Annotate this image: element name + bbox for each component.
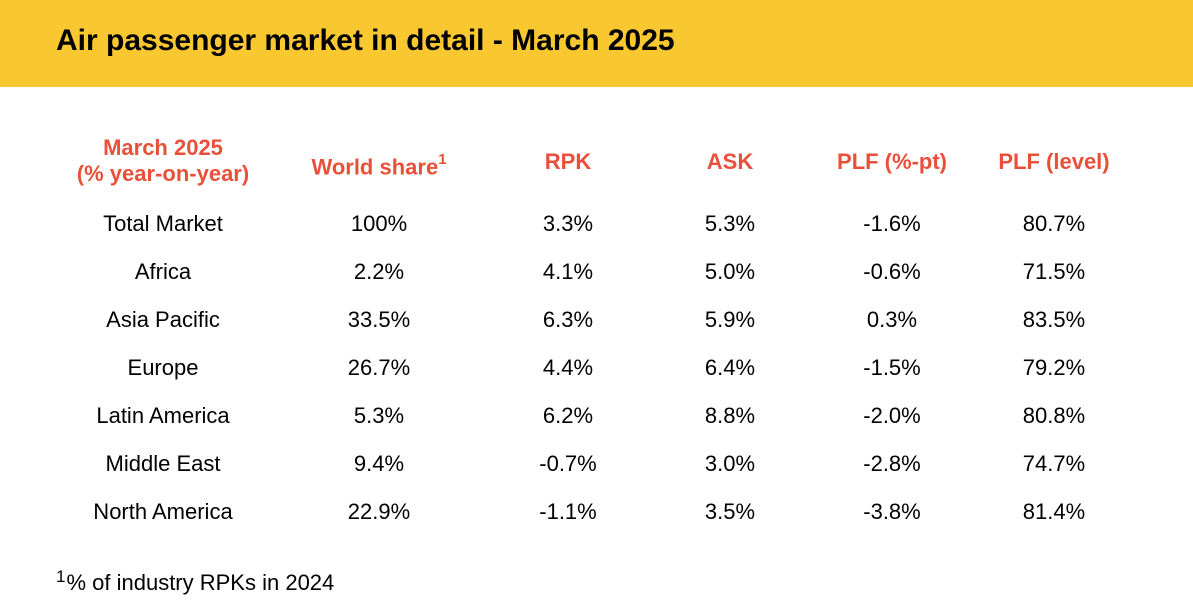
row-label: Total Market (103, 211, 223, 236)
table-cell: 79.2% (1022, 355, 1086, 380)
table-cell: 83.5% (1022, 307, 1086, 332)
header-rpk: RPK (545, 149, 591, 175)
table-cell: 3.0% (704, 451, 756, 476)
row-label: Latin America (96, 403, 230, 428)
header-label: RPK (544, 149, 592, 174)
header-label: PLF (%-pt) (837, 149, 947, 174)
table-cell: 80.8% (1022, 403, 1086, 428)
table-cell: 3.3% (542, 211, 594, 236)
table-cell: -2.8% (863, 451, 921, 476)
table-cell: -1.5% (863, 355, 921, 380)
table-cell: -1.6% (863, 211, 921, 236)
table-cell: 3.5% (704, 499, 756, 524)
table-cell: -0.7% (539, 451, 597, 476)
table-cell: 33.5% (347, 307, 411, 332)
table-cell: 26.7% (347, 355, 411, 380)
table-cell: 0.3% (866, 307, 918, 332)
header-ask: ASK (707, 149, 753, 175)
table-cell: 8.8% (704, 403, 756, 428)
header-label: PLF (level) (998, 149, 1110, 174)
table-cell: 100% (350, 211, 408, 236)
row-label: Middle East (105, 451, 221, 476)
row-label: Africa (134, 259, 192, 284)
footnote: 1% of industry RPKs in 2024 (56, 567, 335, 596)
footnote-text: % of industry RPKs in 2024 (66, 570, 335, 595)
table-cell: -1.1% (539, 499, 597, 524)
title-banner (0, 0, 1193, 87)
table-cell: -2.0% (863, 403, 921, 428)
table-cell: 6.4% (704, 355, 756, 380)
row-label: Asia Pacific (106, 307, 220, 332)
header-world-share: World share1 (311, 149, 446, 180)
table-cell: -3.8% (863, 499, 921, 524)
header-plf-level: PLF (level) (998, 149, 1109, 175)
header-label: ASK (706, 149, 754, 174)
table-cell: 2.2% (353, 259, 405, 284)
header-superscript: 1 (438, 151, 447, 168)
page-title: Air passenger market in detail - March 2… (56, 24, 675, 57)
table-cell: 80.7% (1022, 211, 1086, 236)
header-period: March 2025 (% year-on-year) (77, 135, 249, 187)
table-cell: 5.3% (353, 403, 405, 428)
header-plf-pt: PLF (%-pt) (837, 149, 947, 175)
row-label: Europe (127, 355, 199, 380)
footnote-mark: 1 (56, 567, 66, 586)
table-cell: 6.3% (542, 307, 594, 332)
table-cell: 5.9% (704, 307, 756, 332)
table-cell: 81.4% (1022, 499, 1086, 524)
table-cell: 5.3% (704, 211, 756, 236)
table-cell: 22.9% (347, 499, 411, 524)
table-cell: 74.7% (1022, 451, 1086, 476)
table-cell: 71.5% (1022, 259, 1086, 284)
row-label: North America (93, 499, 233, 524)
table-cell: 4.4% (542, 355, 594, 380)
table-cell: 5.0% (704, 259, 756, 284)
table-cell: 4.1% (542, 259, 594, 284)
table-cell: 6.2% (542, 403, 594, 428)
header-line: March 2025 (103, 135, 223, 160)
header-label: World share (311, 154, 439, 180)
table-cell: -0.6% (863, 259, 921, 284)
table-cell: 9.4% (353, 451, 405, 476)
header-line: (% year-on-year) (76, 161, 250, 186)
